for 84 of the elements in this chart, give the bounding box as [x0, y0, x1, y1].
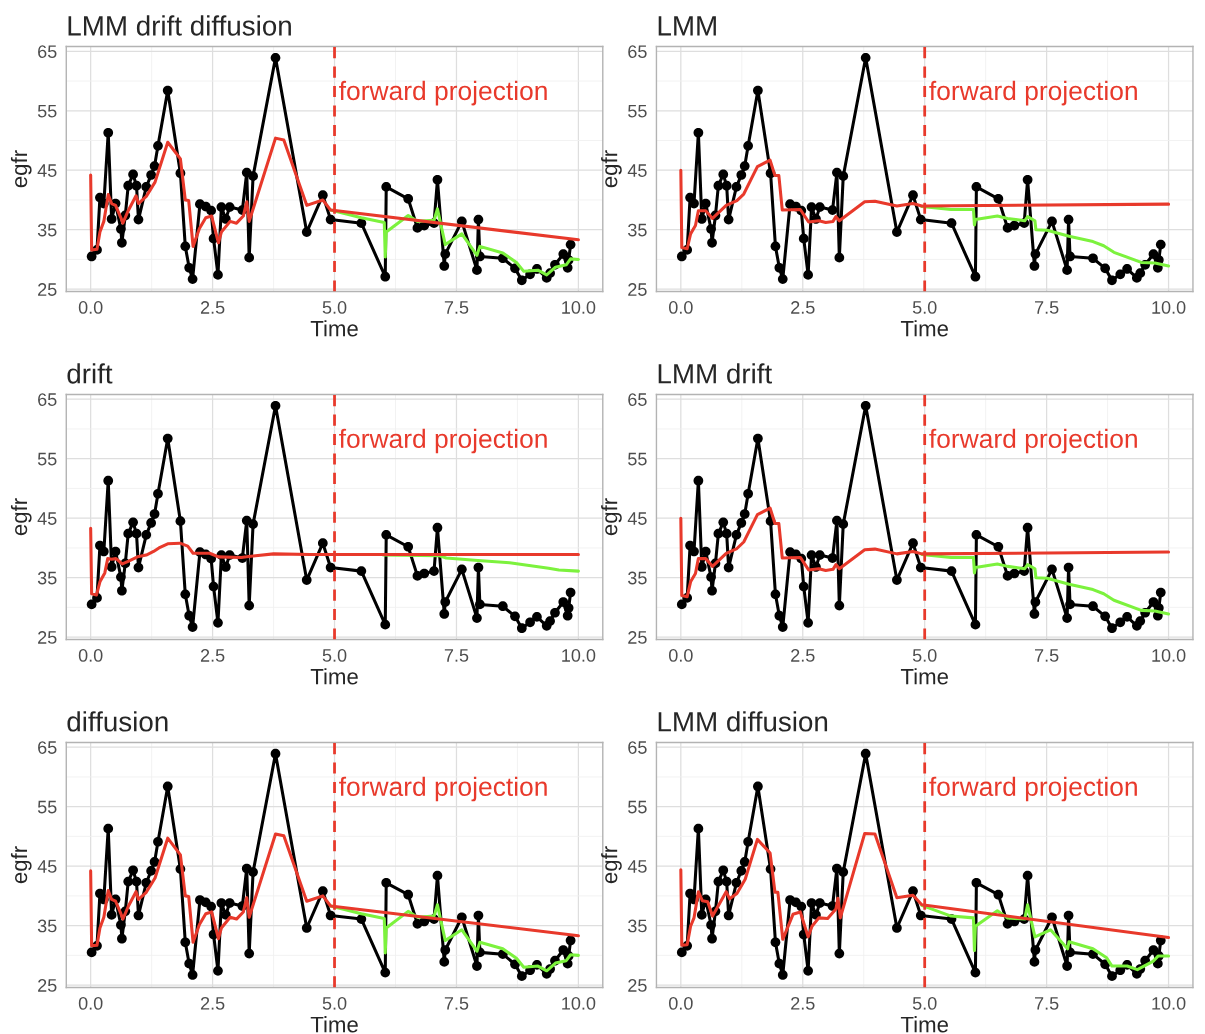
x-tick-label: 2.5 [200, 649, 225, 662]
y-tick-label: 65 [38, 393, 57, 406]
x-tick-label: 7.5 [444, 997, 469, 1010]
y-tick-label: 55 [628, 800, 647, 814]
x-tick-label: 0.0 [78, 649, 103, 662]
chart-title: LMM [658, 16, 716, 36]
x-tick-label: 7.5 [444, 301, 469, 314]
y-tick-label: 35 [37, 571, 57, 585]
x-tick-label: 2.5 [791, 996, 815, 1010]
y-tick-label: 35 [37, 919, 57, 933]
ref-line-label: forward projection [339, 80, 547, 106]
x-tick-label: 0.0 [78, 996, 103, 1010]
x-tick-label: 5.0 [912, 649, 937, 662]
x-axis-title: Time [310, 1016, 358, 1033]
x-tick-label: 0.0 [668, 301, 693, 314]
x-tick-label: 2.5 [791, 301, 815, 314]
chart-title: LMM diffusion [658, 711, 828, 732]
y-tick-label: 45 [37, 860, 57, 873]
y-axis-title: egfr [10, 498, 32, 536]
x-tick-label: 10.0 [562, 996, 596, 1010]
x-tick-label: 10.0 [1152, 301, 1186, 314]
chart-title: diffusion [67, 711, 168, 732]
x-tick-label: 0.0 [668, 996, 693, 1010]
x-tick-label: 2.5 [200, 301, 225, 314]
y-tick-label: 45 [627, 164, 647, 177]
y-tick-label: 25 [38, 283, 57, 296]
chart-title: drift [67, 363, 113, 384]
y-axis-title: egfr [10, 150, 32, 188]
x-axis-title: Time [900, 1016, 948, 1033]
y-tick-label: 35 [628, 919, 647, 933]
y-tick-label: 55 [37, 800, 57, 814]
x-tick-label: 10.0 [1152, 996, 1186, 1010]
y-tick-label: 35 [628, 223, 647, 237]
y-axis-title: egfr [601, 150, 622, 188]
y-tick-label: 35 [628, 571, 647, 585]
y-tick-label: 25 [38, 631, 57, 644]
y-tick-label: 65 [38, 45, 57, 59]
x-tick-label: 0.0 [78, 301, 103, 314]
y-axis-title: egfr [10, 846, 32, 884]
ref-line-label: forward projection [929, 428, 1137, 454]
y-tick-label: 45 [627, 512, 647, 525]
x-tick-label: 5.0 [322, 649, 347, 662]
x-axis-title: Time [900, 320, 948, 337]
y-tick-label: 45 [37, 512, 57, 525]
x-tick-label: 7.5 [444, 649, 469, 662]
x-axis-title: Time [310, 668, 358, 685]
x-axis-title: Time [310, 320, 358, 337]
x-tick-label: 5.0 [912, 301, 937, 314]
chart-title: LMM drift diffusion [68, 15, 291, 36]
ref-line-label: forward projection [339, 428, 547, 454]
y-tick-label: 55 [628, 104, 647, 118]
ref-line-label: forward projection [339, 776, 547, 802]
y-axis-title: egfr [601, 498, 622, 536]
x-tick-label: 5.0 [322, 301, 347, 314]
y-tick-label: 25 [628, 631, 647, 644]
y-tick-label: 25 [628, 283, 647, 296]
y-tick-label: 45 [627, 860, 647, 873]
y-axis-title: egfr [601, 846, 622, 884]
y-tick-label: 45 [37, 164, 57, 177]
x-tick-label: 10.0 [1152, 649, 1186, 662]
y-tick-label: 25 [38, 979, 57, 992]
x-tick-label: 0.0 [668, 649, 693, 662]
y-tick-label: 55 [37, 104, 57, 118]
x-tick-label: 2.5 [791, 649, 815, 662]
y-tick-label: 65 [628, 393, 647, 406]
x-tick-label: 10.0 [562, 301, 596, 314]
x-tick-label: 7.5 [1035, 997, 1059, 1010]
y-tick-label: 55 [628, 452, 647, 466]
x-tick-label: 5.0 [322, 996, 347, 1010]
chart-title: LMM drift [658, 363, 772, 384]
x-tick-label: 7.5 [1035, 649, 1059, 662]
y-tick-label: 55 [37, 452, 57, 466]
x-tick-label: 10.0 [562, 649, 596, 662]
ref-line-label: forward projection [929, 776, 1137, 802]
x-tick-label: 7.5 [1035, 301, 1059, 314]
y-tick-label: 35 [37, 223, 57, 237]
x-tick-label: 2.5 [200, 996, 225, 1010]
y-tick-label: 25 [628, 979, 647, 992]
x-axis-title: Time [900, 668, 948, 685]
y-tick-label: 65 [628, 45, 647, 59]
x-tick-label: 5.0 [912, 996, 937, 1010]
y-tick-label: 65 [628, 741, 647, 754]
y-tick-label: 65 [38, 741, 57, 754]
ref-line-label: forward projection [929, 80, 1137, 106]
